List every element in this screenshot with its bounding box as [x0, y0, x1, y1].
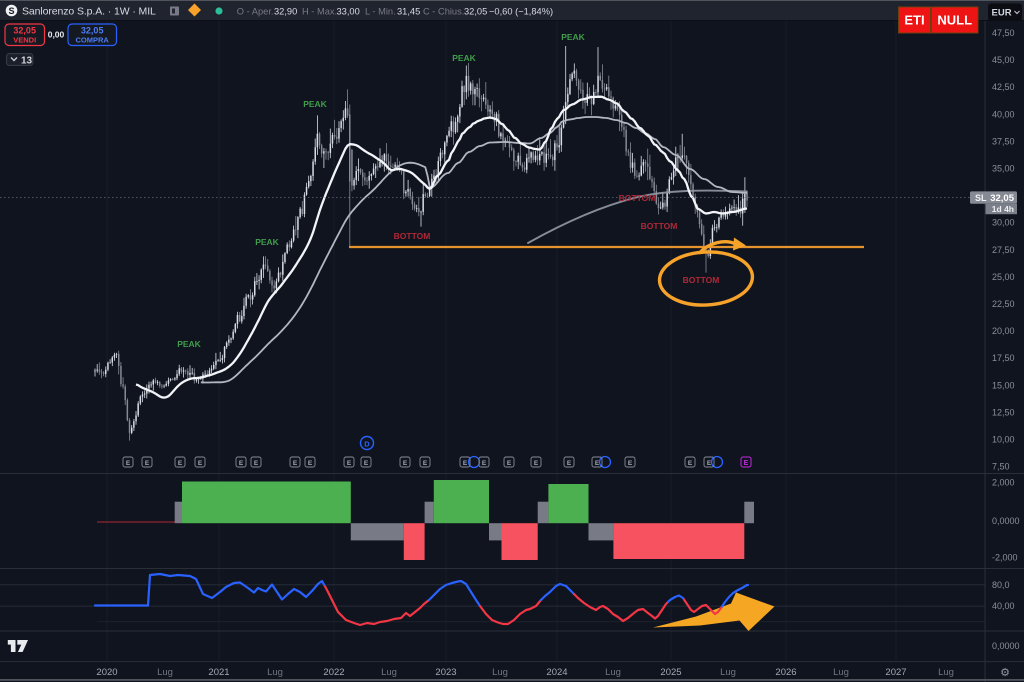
svg-text:35,00: 35,00	[992, 164, 1015, 174]
svg-text:VENDI: VENDI	[13, 36, 36, 45]
svg-text:BOTTOM: BOTTOM	[683, 275, 720, 285]
svg-text:Lug: Lug	[381, 667, 397, 678]
svg-text:E: E	[178, 460, 183, 467]
svg-text:E: E	[403, 460, 408, 467]
svg-text:E: E	[595, 460, 600, 467]
svg-text:E: E	[744, 460, 749, 467]
svg-text:0,00: 0,00	[48, 30, 65, 40]
svg-text:PEAK: PEAK	[177, 339, 201, 349]
svg-text:⚙: ⚙	[1000, 667, 1010, 679]
svg-text:80,0: 80,0	[992, 580, 1010, 590]
svg-text:S: S	[8, 6, 14, 16]
svg-text:2024: 2024	[546, 667, 567, 678]
svg-text:E: E	[364, 460, 369, 467]
svg-text:10,00: 10,00	[992, 435, 1015, 445]
svg-text:0,0000: 0,0000	[992, 516, 1020, 526]
svg-text:Lug: Lug	[157, 667, 173, 678]
svg-text:E: E	[482, 460, 487, 467]
svg-text:E: E	[145, 460, 150, 467]
svg-text:0,0000: 0,0000	[992, 641, 1020, 651]
svg-text:45,00: 45,00	[992, 55, 1015, 65]
svg-text:27,50: 27,50	[992, 245, 1015, 255]
svg-text:2027: 2027	[885, 667, 906, 678]
svg-text:2025: 2025	[660, 667, 681, 678]
svg-text:2022: 2022	[323, 667, 344, 678]
svg-text:42,50: 42,50	[992, 82, 1015, 92]
svg-text:D: D	[364, 440, 370, 449]
svg-text:PEAK: PEAK	[452, 53, 476, 63]
svg-text:47,50: 47,50	[992, 28, 1015, 38]
svg-text:Lug: Lug	[605, 667, 621, 678]
svg-text:-2,000: -2,000	[992, 553, 1018, 563]
svg-text:17,50: 17,50	[992, 353, 1015, 363]
svg-text:13: 13	[21, 55, 33, 66]
svg-text:2,000: 2,000	[992, 478, 1015, 488]
svg-text:2020: 2020	[96, 667, 117, 678]
svg-text:Lug: Lug	[720, 667, 736, 678]
svg-text:BOTTOM: BOTTOM	[394, 231, 431, 241]
svg-text:E: E	[239, 460, 244, 467]
svg-text:Lug: Lug	[492, 667, 508, 678]
svg-text:ETI: ETI	[904, 13, 924, 28]
svg-text:E: E	[293, 460, 298, 467]
svg-text:40,00: 40,00	[992, 601, 1015, 611]
svg-text:E: E	[198, 460, 203, 467]
svg-text:O - Aper.32,90H - Max.33,00L -: O - Aper.32,90 H - Max.33,00 L - Min.31,45…	[237, 7, 553, 17]
svg-text:E: E	[628, 460, 633, 467]
svg-text:Lug: Lug	[267, 667, 283, 678]
svg-text:E: E	[126, 460, 131, 467]
svg-text:BOTTOM: BOTTOM	[641, 221, 678, 231]
svg-text:PEAK: PEAK	[303, 99, 327, 109]
svg-text:7,50: 7,50	[992, 462, 1010, 472]
svg-text:32,05: 32,05	[81, 26, 104, 36]
svg-text:E: E	[507, 460, 512, 467]
svg-text:E: E	[308, 460, 313, 467]
svg-text:E: E	[423, 460, 428, 467]
svg-text:PEAK: PEAK	[255, 237, 279, 247]
svg-text:40,00: 40,00	[992, 109, 1015, 119]
svg-text:E: E	[707, 460, 712, 467]
svg-text:E: E	[254, 460, 259, 467]
svg-text:32,05: 32,05	[13, 26, 36, 36]
svg-text:37,50: 37,50	[992, 136, 1015, 146]
svg-text:EUR: EUR	[992, 8, 1012, 19]
svg-text:E: E	[347, 460, 352, 467]
svg-text:22,50: 22,50	[992, 299, 1015, 309]
svg-text:E: E	[567, 460, 572, 467]
svg-text:2026: 2026	[775, 667, 796, 678]
svg-text:NULL: NULL	[937, 13, 972, 28]
svg-text:2021: 2021	[208, 667, 229, 678]
svg-text:BOTTOM: BOTTOM	[619, 193, 656, 203]
svg-text:32,05: 32,05	[990, 193, 1014, 204]
svg-text:Lug: Lug	[833, 667, 849, 678]
svg-text:25,00: 25,00	[992, 272, 1015, 282]
svg-text:30,00: 30,00	[992, 218, 1015, 228]
svg-text:COMPRA: COMPRA	[76, 36, 110, 45]
svg-text:20,00: 20,00	[992, 326, 1015, 336]
svg-text:SL: SL	[975, 193, 987, 203]
svg-text:E: E	[688, 460, 693, 467]
svg-text:PEAK: PEAK	[561, 32, 585, 42]
svg-text:15,00: 15,00	[992, 380, 1015, 390]
svg-text:Sanlorenzo S.p.A. · 1W · MIL: Sanlorenzo S.p.A. · 1W · MIL	[22, 6, 156, 18]
svg-text:1d 4h: 1d 4h	[992, 204, 1014, 214]
svg-text:E: E	[534, 460, 539, 467]
svg-text:2023: 2023	[435, 667, 456, 678]
svg-text:E: E	[463, 460, 468, 467]
svg-text:Lug: Lug	[938, 667, 954, 678]
svg-text:12,50: 12,50	[992, 407, 1015, 417]
